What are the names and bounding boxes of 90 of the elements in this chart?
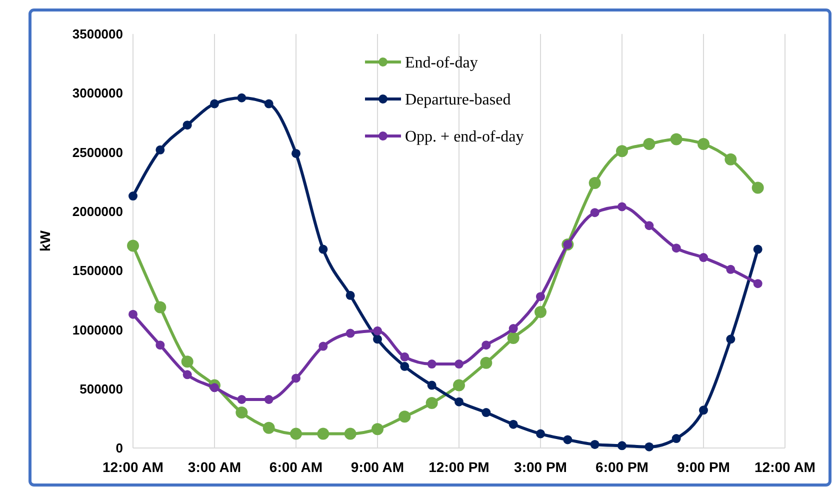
point — [373, 326, 382, 336]
point — [128, 192, 138, 201]
point — [346, 328, 355, 338]
point — [262, 422, 275, 434]
point — [292, 148, 300, 158]
point — [752, 182, 764, 194]
point — [590, 440, 600, 449]
point — [454, 360, 464, 369]
legend-label: End-of-day — [405, 54, 478, 72]
point — [400, 352, 410, 362]
point — [724, 153, 737, 166]
point — [236, 406, 248, 419]
point — [127, 240, 139, 252]
point — [154, 301, 166, 314]
point — [753, 279, 762, 288]
legend-label: Departure-based — [405, 92, 511, 109]
point — [508, 420, 518, 429]
point — [426, 397, 438, 410]
point — [590, 208, 600, 218]
point — [237, 93, 246, 102]
point — [156, 340, 165, 350]
x-tick-label: 6:00 AM — [269, 459, 323, 475]
y-tick-label: 1000000 — [72, 322, 123, 338]
point — [588, 177, 601, 190]
point — [181, 356, 194, 368]
point — [536, 429, 545, 438]
point — [264, 395, 274, 404]
x-tick-label: 3:00 AM — [188, 459, 242, 475]
point — [534, 306, 546, 318]
point — [292, 374, 300, 383]
y-axis-title: kW — [37, 230, 53, 252]
point — [182, 120, 192, 130]
point — [507, 332, 520, 344]
point — [128, 310, 138, 319]
x-tick-label: 12:00 AM — [102, 459, 164, 475]
point — [480, 356, 492, 369]
y-tick-label: 2500000 — [72, 144, 123, 160]
point — [317, 428, 330, 440]
point — [672, 244, 681, 253]
point — [398, 410, 411, 423]
point — [563, 435, 572, 444]
point — [210, 383, 219, 392]
point — [318, 244, 328, 254]
x-tick-label: 6:00 PM — [596, 459, 648, 475]
point — [616, 145, 628, 158]
point — [618, 202, 626, 212]
point — [264, 99, 274, 108]
point — [618, 441, 626, 450]
point — [346, 290, 355, 300]
point — [237, 395, 246, 404]
point — [290, 428, 302, 440]
x-tick-label: 9:00 PM — [677, 459, 730, 475]
point — [670, 133, 682, 146]
x-tick-label: 12:00 AM — [754, 459, 816, 475]
point — [508, 324, 518, 334]
point — [672, 434, 681, 444]
point — [318, 342, 328, 351]
point — [372, 423, 384, 436]
point — [427, 380, 436, 390]
point — [644, 442, 654, 452]
point — [699, 406, 708, 415]
y-tick-label: 500000 — [80, 381, 123, 396]
point — [643, 138, 656, 150]
point — [427, 360, 436, 369]
point — [344, 428, 356, 440]
point — [753, 244, 762, 254]
point — [482, 340, 491, 350]
point — [699, 253, 708, 262]
x-tick-label: 3:00 PM — [514, 459, 567, 475]
point — [453, 379, 465, 392]
point — [482, 408, 491, 418]
y-tick-label: 0 — [116, 440, 123, 456]
legend-label: Opp. + end-of-day — [405, 128, 524, 146]
point — [726, 264, 736, 274]
point — [373, 334, 382, 344]
point — [210, 99, 219, 108]
point — [156, 145, 165, 154]
x-tick-label: 12:00 PM — [428, 459, 490, 475]
point — [536, 292, 545, 302]
y-tick-label: 3000000 — [72, 86, 123, 101]
y-tick-label: 3500000 — [72, 26, 123, 42]
point — [698, 138, 710, 150]
point — [454, 397, 464, 406]
point — [400, 362, 410, 371]
y-tick-label: 2000000 — [72, 204, 123, 219]
point — [182, 370, 192, 380]
x-tick-label: 9:00 AM — [350, 459, 404, 475]
point — [644, 221, 654, 230]
point — [726, 334, 736, 344]
y-tick-label: 1500000 — [72, 263, 123, 278]
